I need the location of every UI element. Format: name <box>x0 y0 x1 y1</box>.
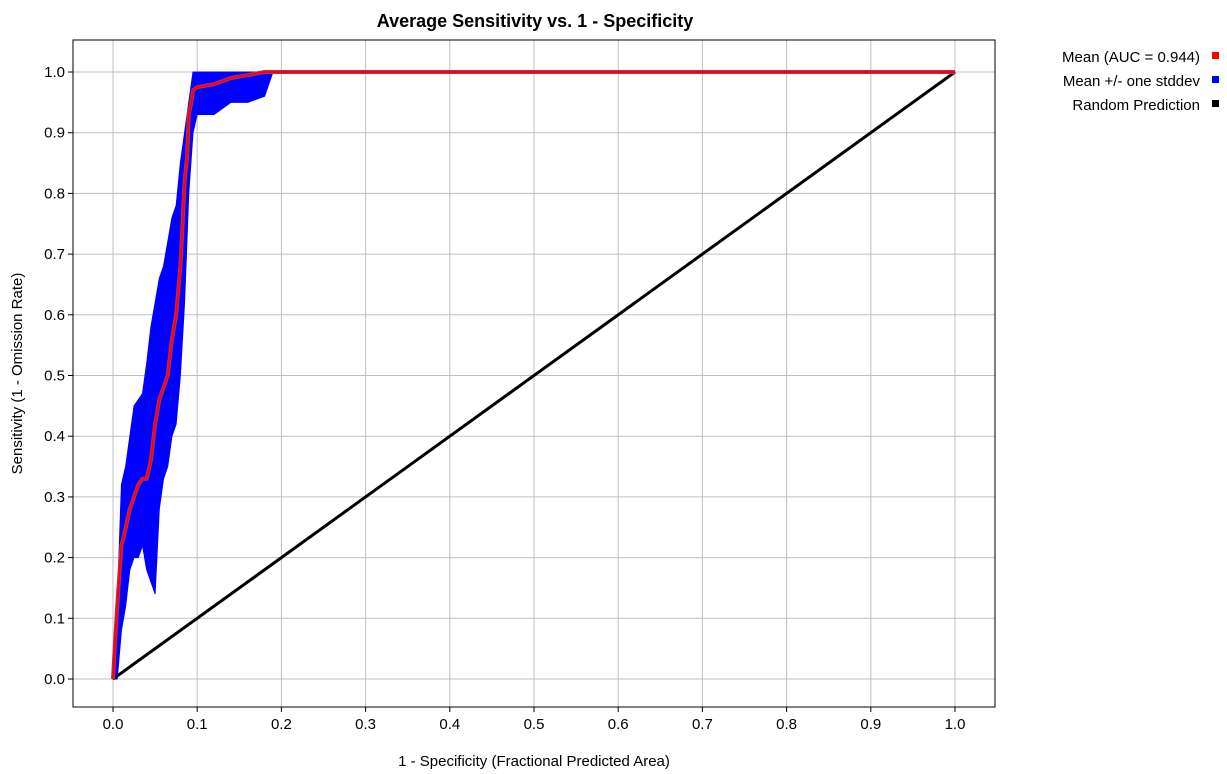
y-tick-label: 0.4 <box>44 428 65 445</box>
x-tick-label: 0.2 <box>271 716 292 733</box>
legend-label: Random Prediction <box>1072 97 1200 114</box>
legend-swatch <box>1212 100 1219 107</box>
y-tick-label: 0.8 <box>44 185 65 202</box>
legend-swatch <box>1212 76 1219 83</box>
y-tick-label: 0.9 <box>44 125 65 142</box>
y-tick-label: 0.3 <box>44 489 65 506</box>
chart-title: Average Sensitivity vs. 1 - Specificity <box>377 11 693 31</box>
x-tick-label: 1.0 <box>945 716 966 733</box>
x-tick-label: 0.0 <box>103 716 124 733</box>
x-tick-label: 0.3 <box>355 716 376 733</box>
series-lines <box>111 70 956 681</box>
y-tick-label: 0.0 <box>44 671 65 688</box>
x-tick-label: 0.5 <box>524 716 545 733</box>
y-tick-label: 0.1 <box>44 610 65 627</box>
mean-line <box>112 71 955 680</box>
y-tick-label: 1.0 <box>44 64 65 81</box>
axis-ticks: 0.0 0.1 0.2 0.3 0.4 0.5 0.6 0.7 0.8 0.9 1.0 0.0 0.1 0… <box>44 64 965 733</box>
x-axis-label: 1 - Specificity (Fractional Predicted Ar… <box>398 753 670 770</box>
y-tick-label: 0.7 <box>44 246 65 263</box>
y-tick-label: 0.6 <box>44 307 65 324</box>
y-axis-label: Sensitivity (1 - Omission Rate) <box>9 273 26 475</box>
legend-label: Mean (AUC = 0.944) <box>1062 49 1200 66</box>
x-tick-label: 0.8 <box>776 716 797 733</box>
legend-label: Mean +/- one stddev <box>1063 73 1201 90</box>
legend: Mean (AUC = 0.944) Mean +/- one stddev Ran… <box>1062 49 1219 114</box>
x-tick-label: 0.1 <box>187 716 208 733</box>
y-tick-label: 0.5 <box>44 368 65 385</box>
x-tick-label: 0.7 <box>692 716 713 733</box>
random-prediction-line <box>112 70 956 681</box>
legend-swatch <box>1212 52 1219 59</box>
x-tick-label: 0.6 <box>608 716 629 733</box>
y-tick-label: 0.2 <box>44 550 65 567</box>
x-tick-label: 0.9 <box>860 716 881 733</box>
x-tick-label: 0.4 <box>439 716 460 733</box>
